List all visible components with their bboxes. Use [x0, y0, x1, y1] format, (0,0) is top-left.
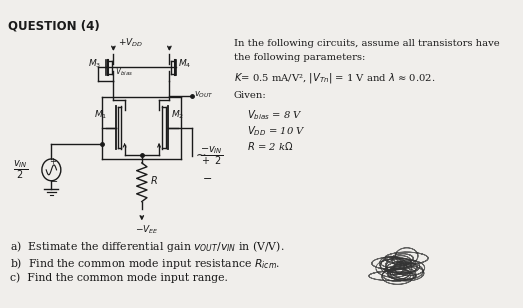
Text: a)  Estimate the differential gain $v_{OUT}/v_{IN}$ in (V/V).: a) Estimate the differential gain $v_{OU…: [10, 239, 285, 254]
Text: $v_{OUT}$: $v_{OUT}$: [195, 89, 214, 100]
Text: b)  Find the common mode input resistance $R_{icm}$.: b) Find the common mode input resistance…: [10, 256, 280, 271]
Text: $M_1$: $M_1$: [95, 108, 108, 121]
Text: $M_3$: $M_3$: [87, 58, 101, 70]
Text: $V_{DD}$ = 10 V: $V_{DD}$ = 10 V: [247, 124, 305, 138]
Text: QUESTION (4): QUESTION (4): [8, 19, 100, 32]
Text: c)  Find the common mode input range.: c) Find the common mode input range.: [10, 273, 228, 283]
Text: $-$: $-$: [202, 172, 212, 182]
Text: $M_4$: $M_4$: [178, 58, 191, 70]
Text: $+$: $+$: [49, 156, 57, 166]
Text: In the following circuits, assume all transistors have: In the following circuits, assume all tr…: [234, 39, 500, 48]
Text: Given:: Given:: [234, 91, 267, 99]
Text: $\dfrac{-v_{IN}}{+\;\;2}$: $\dfrac{-v_{IN}}{+\;\;2}$: [200, 144, 223, 167]
Text: $-V_{EE}$: $-V_{EE}$: [135, 223, 158, 236]
Text: $-$: $-$: [49, 175, 58, 185]
Text: $\sim$: $\sim$: [194, 148, 207, 161]
Text: $+V_{DD}$: $+V_{DD}$: [118, 36, 143, 49]
Text: $\dfrac{v_{IN}}{2}$: $\dfrac{v_{IN}}{2}$: [14, 158, 29, 181]
Text: $V_{bias}$: $V_{bias}$: [115, 65, 133, 78]
Text: $V_{bias}$ = 8 V: $V_{bias}$ = 8 V: [247, 108, 303, 122]
Text: $R$ = 2 k$\Omega$: $R$ = 2 k$\Omega$: [247, 140, 293, 152]
Text: $R$: $R$: [150, 174, 157, 186]
Text: $M_2$: $M_2$: [171, 108, 184, 121]
Text: $K$= 0.5 mA/V², $|V_{Tn}|$ = 1 V and $\lambda$ ≈ 0.02.: $K$= 0.5 mA/V², $|V_{Tn}|$ = 1 V and $\l…: [234, 71, 435, 85]
Text: the following parameters:: the following parameters:: [234, 53, 366, 62]
